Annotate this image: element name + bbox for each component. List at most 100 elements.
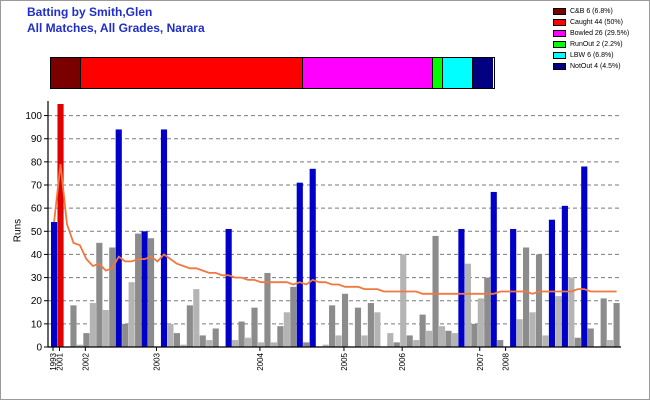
bar-innings xyxy=(89,303,96,347)
legend-label: NotOut 4 (4.5%) xyxy=(570,63,621,70)
bar-innings xyxy=(516,319,523,347)
bar-not-out xyxy=(510,228,517,347)
bar-innings xyxy=(83,333,90,347)
bar-innings xyxy=(322,344,329,347)
bar-innings xyxy=(232,340,239,347)
stacked-segment-caught xyxy=(81,58,303,88)
bar-innings xyxy=(147,238,155,347)
chart-subtitle: All Matches, All Grades, Narara xyxy=(27,21,205,35)
legend-swatch xyxy=(553,30,566,37)
y-tick-label: 0 xyxy=(36,343,42,354)
x-tick-label: 2006 xyxy=(398,352,407,370)
bar-innings xyxy=(335,335,342,347)
bar-innings xyxy=(57,104,64,347)
bar-innings xyxy=(303,342,310,347)
bar-innings xyxy=(445,330,452,347)
bar-not-out xyxy=(141,231,148,347)
bar-innings xyxy=(523,247,530,347)
legend-swatch xyxy=(553,19,566,26)
bar-innings xyxy=(432,235,439,347)
bar-innings xyxy=(173,333,180,347)
bar-innings xyxy=(70,305,77,347)
bar-not-out xyxy=(115,129,122,347)
bar-innings xyxy=(600,298,607,347)
legend-swatch xyxy=(553,8,566,15)
x-tick-label: 2005 xyxy=(340,352,349,370)
bar-innings xyxy=(464,263,471,347)
y-tick-label: 20 xyxy=(31,296,43,307)
bar-innings xyxy=(367,303,374,347)
bar-innings xyxy=(135,233,142,347)
bar-innings xyxy=(613,303,620,347)
y-tick-label: 30 xyxy=(31,273,43,284)
bar-innings xyxy=(283,312,290,347)
bar-not-out xyxy=(51,222,58,347)
bar-innings xyxy=(193,289,200,347)
bar-innings xyxy=(568,277,575,347)
stacked-segment-bowled xyxy=(302,58,434,88)
y-tick-label: 100 xyxy=(25,111,42,122)
bar-innings xyxy=(341,293,349,347)
legend-item-notout: NotOut 4 (4.5%) xyxy=(553,61,629,72)
bar-innings xyxy=(451,333,459,347)
bar-innings xyxy=(212,328,219,347)
y-tick-label: 60 xyxy=(31,204,43,215)
legend-label: C&B 6 (6.8%) xyxy=(570,8,613,15)
legend-label: Bowled 26 (29.5%) xyxy=(570,30,630,37)
bar-not-out xyxy=(548,219,556,347)
bar-innings xyxy=(354,307,362,347)
bar-innings xyxy=(471,323,478,347)
bar-innings xyxy=(329,305,336,347)
bar-innings xyxy=(387,333,394,347)
bar-innings xyxy=(497,340,504,347)
legend-item-c-and-b: C&B 6 (6.8%) xyxy=(553,6,629,17)
bar-innings xyxy=(257,342,265,347)
bar-innings xyxy=(413,340,420,347)
y-tick-label: 40 xyxy=(31,250,43,261)
bar-innings xyxy=(477,298,484,347)
bar-innings xyxy=(167,323,174,347)
bar-innings xyxy=(393,342,400,347)
legend-label: Caught 44 (50%) xyxy=(570,19,623,26)
x-tick-label: 2007 xyxy=(476,352,485,370)
y-tick-label: 80 xyxy=(31,157,43,168)
x-tick-label: 2003 xyxy=(152,352,161,370)
legend-item-bowled: Bowled 26 (29.5%) xyxy=(553,28,629,39)
bar-innings xyxy=(102,309,109,347)
stacked-segment-notout xyxy=(473,58,494,88)
bar-innings xyxy=(264,272,271,347)
bar-innings xyxy=(438,326,446,347)
dismissal-stacked-bar xyxy=(50,57,495,89)
legend-swatch xyxy=(553,41,566,48)
bar-innings xyxy=(574,337,581,347)
x-tick-label: 2001 xyxy=(55,352,64,370)
bar-not-out xyxy=(309,168,316,347)
y-tick-label: 50 xyxy=(31,227,43,238)
legend-swatch xyxy=(553,63,566,70)
bar-not-out xyxy=(490,191,497,347)
chart-title: Batting by Smith,Glen xyxy=(27,5,153,19)
bar-innings xyxy=(122,323,129,347)
bar-innings xyxy=(277,326,284,347)
bar-innings xyxy=(76,344,84,347)
bar-not-out xyxy=(296,182,303,347)
x-tick-label: 1993 xyxy=(49,352,58,370)
bar-innings xyxy=(400,254,407,347)
bar-not-out xyxy=(581,166,588,347)
legend-item-runout: RunOut 2 (2.2%) xyxy=(553,39,629,50)
bar-innings xyxy=(206,340,213,347)
x-tick-label: 2004 xyxy=(256,352,265,370)
stacked-segment-runout xyxy=(433,58,444,88)
bar-innings xyxy=(535,254,543,347)
legend-label: RunOut 2 (2.2%) xyxy=(570,41,623,48)
legend-label: LBW 6 (6.8%) xyxy=(570,52,614,59)
bar-innings xyxy=(290,286,297,347)
bar-innings xyxy=(199,335,206,347)
bar-innings xyxy=(180,344,187,347)
bar-innings xyxy=(607,340,614,347)
bar-innings xyxy=(128,282,135,347)
y-tick-label: 70 xyxy=(31,181,43,192)
bar-innings xyxy=(96,242,103,347)
